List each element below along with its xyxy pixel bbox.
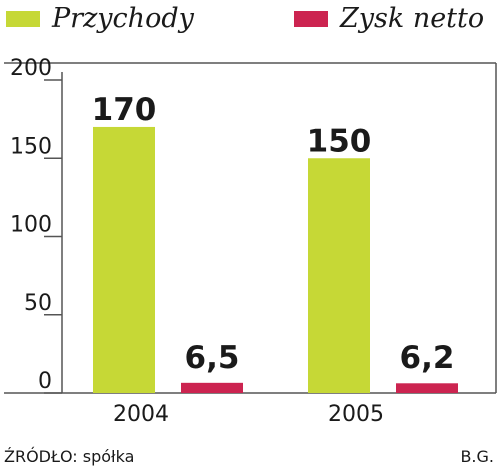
author-credit: B.G. xyxy=(460,447,494,466)
legend-swatch-przychody xyxy=(6,11,40,27)
y-tick-label: 50 xyxy=(24,291,52,316)
bar-zysk-netto-2004 xyxy=(181,382,243,393)
y-tick-label: 150 xyxy=(10,134,52,159)
y-axis: 0 50 100 150 200 xyxy=(10,56,62,394)
x-category-label: 2004 xyxy=(113,402,169,427)
x-axis: 2004 2005 xyxy=(113,402,384,427)
bar-przychody-2005 xyxy=(308,158,370,393)
legend: Przychody Zysk netto xyxy=(6,3,484,34)
bars xyxy=(93,126,458,393)
chart-frame xyxy=(4,62,497,394)
legend-swatch-zysk-netto xyxy=(294,11,328,27)
data-labels: 170 6,5 150 6,2 xyxy=(92,92,455,376)
data-label: 6,2 xyxy=(400,340,455,376)
y-tick-label: 0 xyxy=(38,369,52,394)
data-label: 6,5 xyxy=(185,340,240,376)
y-tick-label: 100 xyxy=(10,213,52,238)
data-label: 170 xyxy=(92,92,157,128)
data-label: 150 xyxy=(307,123,372,159)
x-category-label: 2005 xyxy=(328,402,384,427)
legend-label-przychody: Przychody xyxy=(51,3,195,34)
legend-label-zysk-netto: Zysk netto xyxy=(339,3,484,34)
source-note: ŹRÓDŁO: spółka xyxy=(4,447,134,466)
bar-przychody-2004 xyxy=(93,126,155,393)
y-tick-label: 200 xyxy=(10,56,52,81)
bar-zysk-netto-2005 xyxy=(396,383,458,393)
